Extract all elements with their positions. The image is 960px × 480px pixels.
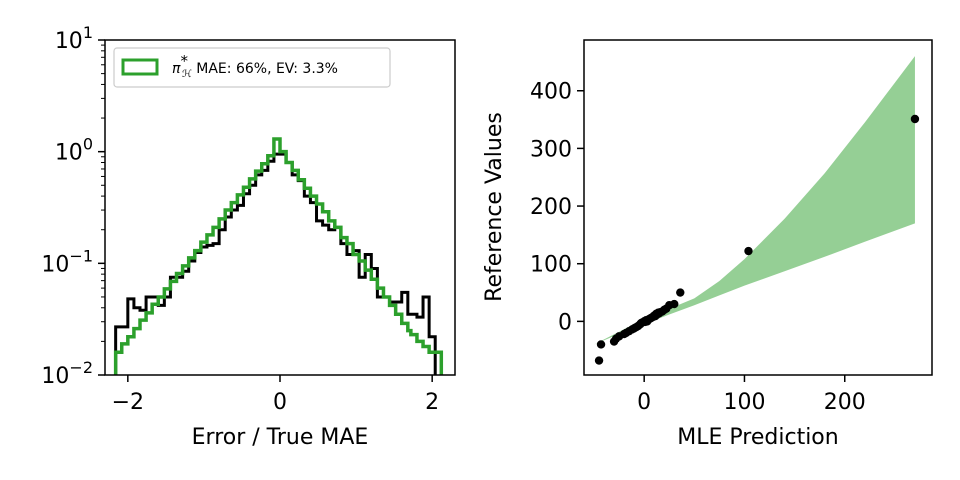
legend-text: MAE: 66%, EV: 3.3% [192, 61, 338, 77]
scatter-frame [583, 39, 933, 376]
scatter-plot-area [594, 56, 920, 365]
legend: π* ℋ MAE: 66%, EV: 3.3% [113, 47, 391, 88]
scatter-point [676, 288, 685, 297]
scatter-point [596, 340, 606, 349]
scatter-xtick-label: 100 [723, 390, 765, 415]
legend-entry: π* ℋ MAE: 66%, EV: 3.3% [172, 52, 338, 80]
confidence-band [594, 56, 915, 345]
scatter-ytick-label: 100 [530, 253, 572, 278]
scatter-axes: 0 100 200 0 100 200 300 400 [530, 80, 866, 415]
histogram-xtick-label: −2 [112, 390, 144, 415]
histogram-ytick-label: 10−1 [41, 246, 93, 277]
legend-subscript: ℋ [182, 69, 192, 80]
histogram-axes: −2 0 2 10−2 10−1 100 101 [41, 23, 439, 415]
histogram-ytick-label: 100 [55, 135, 93, 166]
scatter-xtick-label: 200 [824, 390, 866, 415]
histogram-panel: −2 0 2 10−2 10−1 100 101 Error / True MAE π* ℋ … [41, 23, 456, 450]
histogram-xlabel: Error / True MAE [192, 425, 369, 450]
histogram-plot-area [113, 137, 444, 375]
histogram-series-empirical [114, 152, 437, 375]
legend-swatch [121, 58, 159, 76]
histogram-series-pi-h [113, 137, 444, 375]
histogram-xtick-label: 0 [273, 390, 287, 415]
scatter-ytick-label: 200 [530, 195, 572, 220]
scatter-point [594, 356, 604, 365]
scatter-ylabel: Reference Values [482, 112, 507, 302]
legend-superscript: * [180, 52, 188, 70]
histogram-ytick-label: 101 [55, 23, 93, 54]
histogram-xtick-label: 2 [425, 390, 439, 415]
scatter-panel: 0 100 200 0 100 200 300 400 MLE Prediction Refe… [482, 39, 933, 450]
legend-symbol: π [172, 61, 181, 77]
scatter-xlabel: MLE Prediction [677, 425, 838, 450]
scatter-xtick-label: 0 [637, 390, 651, 415]
legend-box [113, 47, 391, 88]
scatter-ytick-label: 300 [530, 137, 572, 162]
histogram-ytick-label: 10−2 [41, 358, 93, 389]
scatter-ytick-label: 400 [530, 80, 572, 105]
scatter-point [670, 299, 679, 309]
scatter-point [910, 114, 920, 124]
scatter-point [744, 246, 753, 256]
scatter-ytick-label: 0 [558, 310, 572, 335]
